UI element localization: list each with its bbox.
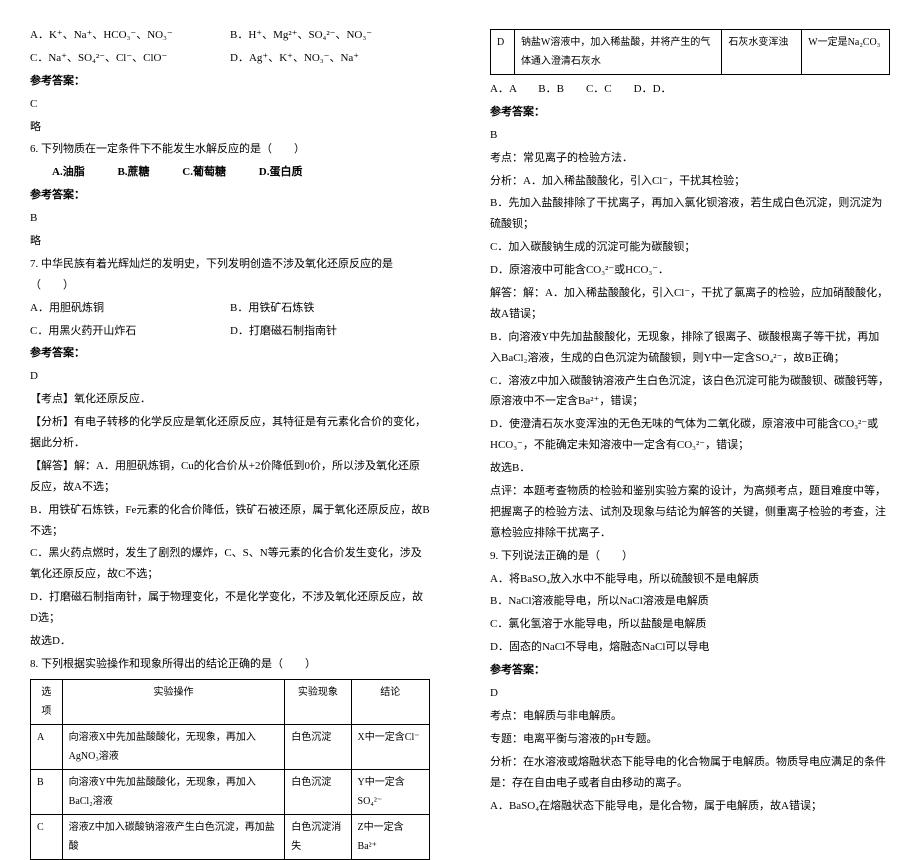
q9-opt-b: B．NaCl溶液能导电，所以NaCl溶液是电解质 <box>490 591 890 612</box>
dp8: 点评：本题考查物质的检验和鉴别实验方案的设计，为高频考点，题目难度中等，把握离子… <box>490 481 890 544</box>
q5-opt-d: D．Ag⁺、K⁺、NO₃⁻、Na⁺ <box>230 48 430 69</box>
lue5: 略 <box>30 117 430 138</box>
ans-label7: 参考答案： <box>30 343 430 364</box>
jieda7end: 故选D． <box>30 631 430 652</box>
table-row: A 向溶液X中先加盐酸酸化，无现象，再加入AgNO₃溶液 白色沉淀 X中一定含C… <box>31 724 430 769</box>
q8-table: 选项 实验操作 实验现象 结论 A 向溶液X中先加盐酸酸化，无现象，再加入AgN… <box>30 679 430 860</box>
th3: 实验现象 <box>285 679 351 724</box>
c3: 白色沉淀 <box>285 724 351 769</box>
q6-opt-c: C.葡萄糖 <box>182 166 226 178</box>
kaodian7: 【考点】氧化还原反应． <box>30 389 430 410</box>
c1: B <box>31 769 63 814</box>
ans6: B <box>30 208 430 229</box>
table-row: 选项 实验操作 实验现象 结论 <box>31 679 430 724</box>
q6-opt-a: A.油脂 <box>52 166 85 178</box>
q6-opt-b: B.蔗糖 <box>117 166 149 178</box>
kaodian9: 考点：电解质与非电解质。 <box>490 706 890 727</box>
ans7: D <box>30 366 430 387</box>
q9-opt-d: D．固态的NaCl不导电，熔融态NaCl可以导电 <box>490 637 890 658</box>
th1: 选项 <box>31 679 63 724</box>
table-row: C 溶液Z中加入碳酸钠溶液产生白色沉淀，再加盐酸 白色沉淀消失 Z中一定含Ba²… <box>31 814 430 859</box>
q9-opt-a: A．将BaSO₄放入水中不能导电，所以硫酸钡不是电解质 <box>490 569 890 590</box>
zt9: 专题：电离平衡与溶液的pH专题。 <box>490 729 890 750</box>
jieda7c: C．黑火药点燃时，发生了剧烈的爆炸，C、S、N等元素的化合价发生变化，涉及氧化还… <box>30 543 430 585</box>
jieda8a: 解答：解：A．加入稀盐酸酸化，引入Cl⁻，干扰了氯离子的检验，应加硝酸酸化，故A… <box>490 283 890 325</box>
q7-opt-d: D．打磨磁石制指南针 <box>230 321 430 342</box>
q5-options-row2: C．Na⁺、SO₄²⁻、Cl⁻、ClO⁻ D．Ag⁺、K⁺、NO₃⁻、Na⁺ <box>30 48 430 69</box>
q6-opt-d: D.蛋白质 <box>259 166 303 178</box>
fenxi7: 【分析】有电子转移的化学反应是氧化还原反应，其特征是有元素化合价的变化，据此分析… <box>30 412 430 454</box>
c4: Z中一定含Ba²⁺ <box>351 814 429 859</box>
q8opts: A．A B．B C．C D．D． <box>490 79 890 100</box>
q5-opt-a: A．K⁺、Na⁺、HCO₃⁻、NO₃⁻ <box>30 25 230 46</box>
jieda7a: 【解答】解：A．用胆矾炼铜，Cu的化合价从+2价降低到0价，所以涉及氧化还原反应… <box>30 456 430 498</box>
ans5: C <box>30 94 430 115</box>
c2: 钠盐W溶液中，加入稀盐酸，并将产生的气体通入澄清石灰水 <box>514 30 721 75</box>
c2: 向溶液Y中先加盐酸酸化，无现象，再加入BaCl₂溶液 <box>62 769 285 814</box>
jieda7b: B．用铁矿石炼铁，Fe元素的化合价降低，铁矿石被还原，属于氧化还原反应，故B不选… <box>30 500 430 542</box>
c2: 向溶液X中先加盐酸酸化，无现象，再加入AgNO₃溶液 <box>62 724 285 769</box>
q5-opt-c: C．Na⁺、SO₄²⁻、Cl⁻、ClO⁻ <box>30 48 230 69</box>
q8: 8. 下列根据实验操作和现象所得出的结论正确的是（ ） <box>30 654 430 675</box>
jieda9a: A．BaSO₄在熔融状态下能导电，是化合物，属于电解质，故A错误； <box>490 796 890 817</box>
ans-label: 参考答案： <box>30 71 430 92</box>
q7-opt-b: B．用铁矿石炼铁 <box>230 298 430 319</box>
c4: X中一定含Cl⁻ <box>351 724 429 769</box>
table-row: B 向溶液Y中先加盐酸酸化，无现象，再加入BaCl₂溶液 白色沉淀 Y中一定含S… <box>31 769 430 814</box>
ans-label9: 参考答案： <box>490 660 890 681</box>
q7-opt-c: C．用黑火药开山炸石 <box>30 321 230 342</box>
fenxi8d: D．原溶液中可能含CO₃²⁻或HCO₃⁻． <box>490 260 890 281</box>
jieda8b: B．向溶液Y中先加盐酸酸化，无现象，排除了银离子、碳酸根离子等干扰，再加入BaC… <box>490 327 890 369</box>
c1: A <box>31 724 63 769</box>
q7-row2: C．用黑火药开山炸石 D．打磨磁石制指南针 <box>30 321 430 342</box>
fenxi8b: B．先加入盐酸排除了干扰离子，再加入氯化钡溶液，若生成白色沉淀，则沉淀为硫酸钡； <box>490 193 890 235</box>
fenxi9: 分析：在水溶液或熔融状态下能导电的化合物属于电解质。物质导电应满足的条件是：存在… <box>490 752 890 794</box>
c1: D <box>491 30 515 75</box>
q5-options-row1: A．K⁺、Na⁺、HCO₃⁻、NO₃⁻ B．H⁺、Mg²⁺、SO₄²⁻、NO₃⁻ <box>30 25 430 46</box>
q6-options: A.油脂 B.蔗糖 C.葡萄糖 D.蛋白质 <box>30 162 430 183</box>
q9: 9. 下列说法正确的是（ ） <box>490 546 890 567</box>
left-column: A．K⁺、Na⁺、HCO₃⁻、NO₃⁻ B．H⁺、Mg²⁺、SO₄²⁻、NO₃⁻… <box>0 0 460 651</box>
q5-opt-b: B．H⁺、Mg²⁺、SO₄²⁻、NO₃⁻ <box>230 25 430 46</box>
q6: 6. 下列物质在一定条件下不能发生水解反应的是（ ） <box>30 139 430 160</box>
c3: 白色沉淀消失 <box>285 814 351 859</box>
c4: Y中一定含SO₄²⁻ <box>351 769 429 814</box>
th2: 实验操作 <box>62 679 285 724</box>
c1: C <box>31 814 63 859</box>
lue6: 略 <box>30 231 430 252</box>
jieda8d: D．使澄清石灰水变浑浊的无色无味的气体为二氧化碳，原溶液中可能含CO₃²⁻或HC… <box>490 414 890 456</box>
c3: 白色沉淀 <box>285 769 351 814</box>
c3: 石灰水变浑浊 <box>722 30 802 75</box>
ans-label8: 参考答案： <box>490 102 890 123</box>
q8-table-cont: D 钠盐W溶液中，加入稀盐酸，并将产生的气体通入澄清石灰水 石灰水变浑浊 W一定… <box>490 29 890 75</box>
ans9: D <box>490 683 890 704</box>
kaodian8: 考点：常见离子的检验方法． <box>490 148 890 169</box>
c4: W一定是Na₂CO₃ <box>802 30 890 75</box>
q9-opt-c: C．氯化氢溶于水能导电，所以盐酸是电解质 <box>490 614 890 635</box>
jieda8c: C．溶液Z中加入碳酸钠溶液产生白色沉淀，该白色沉淀可能为碳酸钡、碳酸钙等，原溶液… <box>490 371 890 413</box>
table-row: D 钠盐W溶液中，加入稀盐酸，并将产生的气体通入澄清石灰水 石灰水变浑浊 W一定… <box>491 30 890 75</box>
th4: 结论 <box>351 679 429 724</box>
jieda8end: 故选B． <box>490 458 890 479</box>
fenxi8c: C．加入碳酸钠生成的沉淀可能为碳酸钡； <box>490 237 890 258</box>
q7-opt-a: A．用胆矾炼铜 <box>30 298 230 319</box>
jieda7d: D．打磨磁石制指南针，属于物理变化，不是化学变化，不涉及氧化还原反应，故D选； <box>30 587 430 629</box>
ans-label6: 参考答案： <box>30 185 430 206</box>
right-column: D 钠盐W溶液中，加入稀盐酸，并将产生的气体通入澄清石灰水 石灰水变浑浊 W一定… <box>460 0 920 651</box>
q7-row1: A．用胆矾炼铜 B．用铁矿石炼铁 <box>30 298 430 319</box>
fenxi8a: 分析：A．加入稀盐酸酸化，引入Cl⁻，干扰其检验； <box>490 171 890 192</box>
q7: 7. 中华民族有着光辉灿烂的发明史，下列发明创造不涉及氧化还原反应的是（ ） <box>30 254 430 296</box>
c2: 溶液Z中加入碳酸钠溶液产生白色沉淀，再加盐酸 <box>62 814 285 859</box>
ans8: B <box>490 125 890 146</box>
